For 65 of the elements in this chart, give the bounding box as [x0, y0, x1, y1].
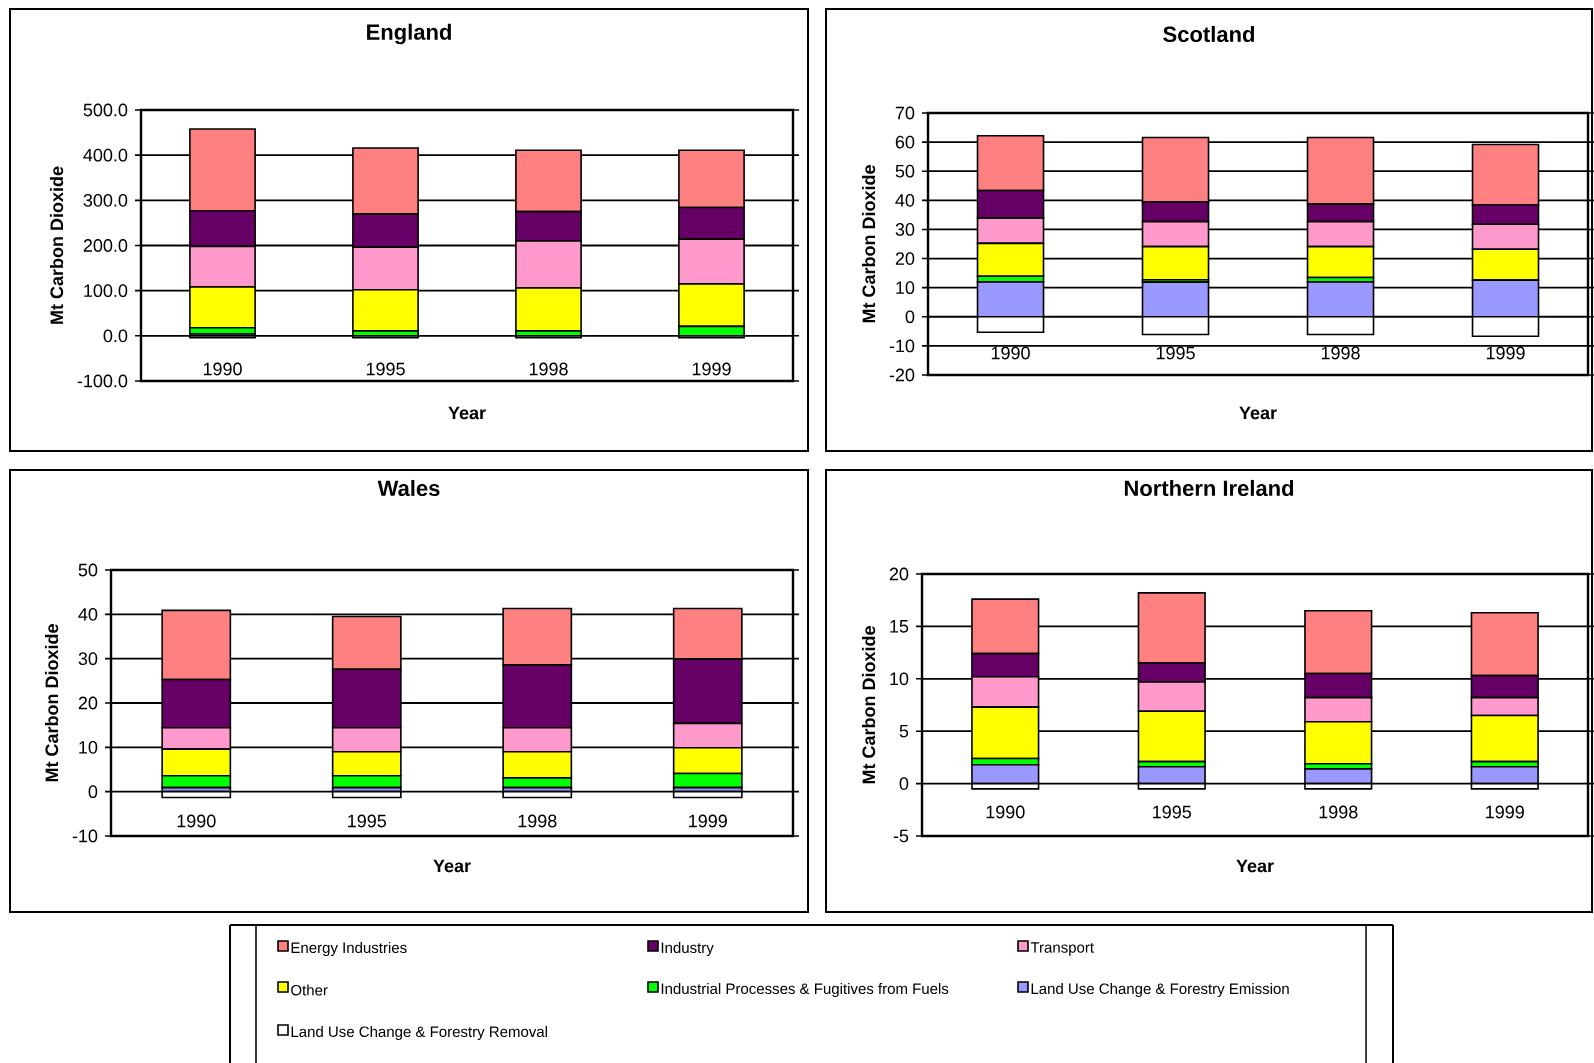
y-tick-label: 300.0 — [83, 193, 128, 207]
y-tick-label: 400.0 — [83, 148, 128, 162]
x-tick-label: 1999 — [1486, 805, 1524, 819]
legend-label: Energy Industries — [291, 942, 407, 956]
y-tick-label: -10 — [889, 339, 915, 353]
y-axis-title: Mt Carbon Dioxide — [44, 624, 59, 782]
y-tick-label: 0 — [88, 785, 98, 799]
x-tick-label: 1990 — [986, 805, 1025, 819]
y-tick-label: -5 — [893, 829, 909, 843]
legend-label: Industry — [661, 942, 714, 956]
legend-label: Transport — [1030, 942, 1094, 956]
legend-label: Industrial Processes & Fugitives from Fuels — [661, 983, 949, 997]
y-tick-label: 60 — [895, 135, 915, 149]
y-tick-label: 70 — [895, 106, 915, 120]
x-tick-label: 1999 — [692, 362, 731, 376]
y-tick-label: 5 — [899, 724, 909, 738]
y-tick-label: 20 — [889, 567, 909, 581]
x-tick-label: 1998 — [518, 814, 557, 828]
x-tick-label: 1995 — [1156, 346, 1195, 360]
y-tick-label: 50 — [895, 164, 915, 178]
x-tick-label: 1998 — [1319, 805, 1358, 819]
x-tick-label: 1999 — [689, 814, 727, 828]
legend-label: Land Use Change & Forestry Removal — [291, 1026, 547, 1040]
x-tick-label: 1995 — [1153, 805, 1192, 819]
y-tick-label: -10 — [72, 829, 98, 843]
y-tick-label: 10 — [79, 740, 98, 754]
y-tick-label: 50 — [78, 563, 98, 577]
x-tick-label: 1995 — [348, 814, 387, 828]
y-tick-label: 200.0 — [83, 239, 128, 252]
x-tick-label: 1998 — [1321, 346, 1360, 360]
x-tick-label: 1999 — [1486, 346, 1525, 360]
chart-title: Northern Ireland — [1124, 479, 1294, 497]
chart-title: England — [367, 23, 451, 45]
y-tick-label: 500.0 — [83, 103, 128, 117]
y-axis-title: Mt Carbon Dioxide — [49, 166, 64, 324]
x-axis-title: Year — [1239, 406, 1277, 420]
x-tick-label: 1990 — [991, 346, 1030, 360]
y-axis-title: Mt Carbon Dioxide — [861, 626, 876, 784]
y-tick-label: 15 — [890, 620, 909, 633]
y-tick-label: 10 — [890, 672, 909, 686]
y-tick-label: 100.0 — [84, 284, 128, 298]
chart-title: Scotland — [1163, 25, 1255, 43]
x-tick-label: 1990 — [203, 362, 242, 376]
y-tick-label: 0 — [899, 777, 909, 790]
y-tick-label: 0.0 — [103, 329, 128, 343]
legend-label: Land Use Change & Forestry Emission — [1031, 983, 1289, 997]
y-tick-label: 20 — [895, 252, 915, 265]
x-axis-title: Year — [1236, 859, 1274, 873]
x-tick-label: 1998 — [529, 362, 568, 376]
y-tick-label: -20 — [889, 368, 915, 382]
legend-label: Other — [291, 984, 328, 996]
x-axis-title: Year — [448, 406, 486, 420]
x-axis-title: Year — [433, 859, 471, 873]
y-tick-label: 0 — [905, 310, 915, 324]
y-tick-label: 20 — [78, 696, 98, 710]
y-tick-label: 10 — [896, 281, 915, 295]
y-tick-label: -100.0 — [77, 374, 128, 388]
x-tick-label: 1995 — [366, 362, 405, 376]
y-tick-label: 40 — [895, 193, 915, 207]
x-tick-label: 1990 — [177, 814, 216, 828]
y-tick-label: 30 — [78, 652, 98, 666]
y-tick-label: 30 — [895, 223, 915, 236]
chart-title: Wales — [377, 479, 440, 497]
y-axis-title: Mt Carbon Dioxide — [861, 165, 876, 323]
y-tick-label: 40 — [78, 607, 98, 621]
